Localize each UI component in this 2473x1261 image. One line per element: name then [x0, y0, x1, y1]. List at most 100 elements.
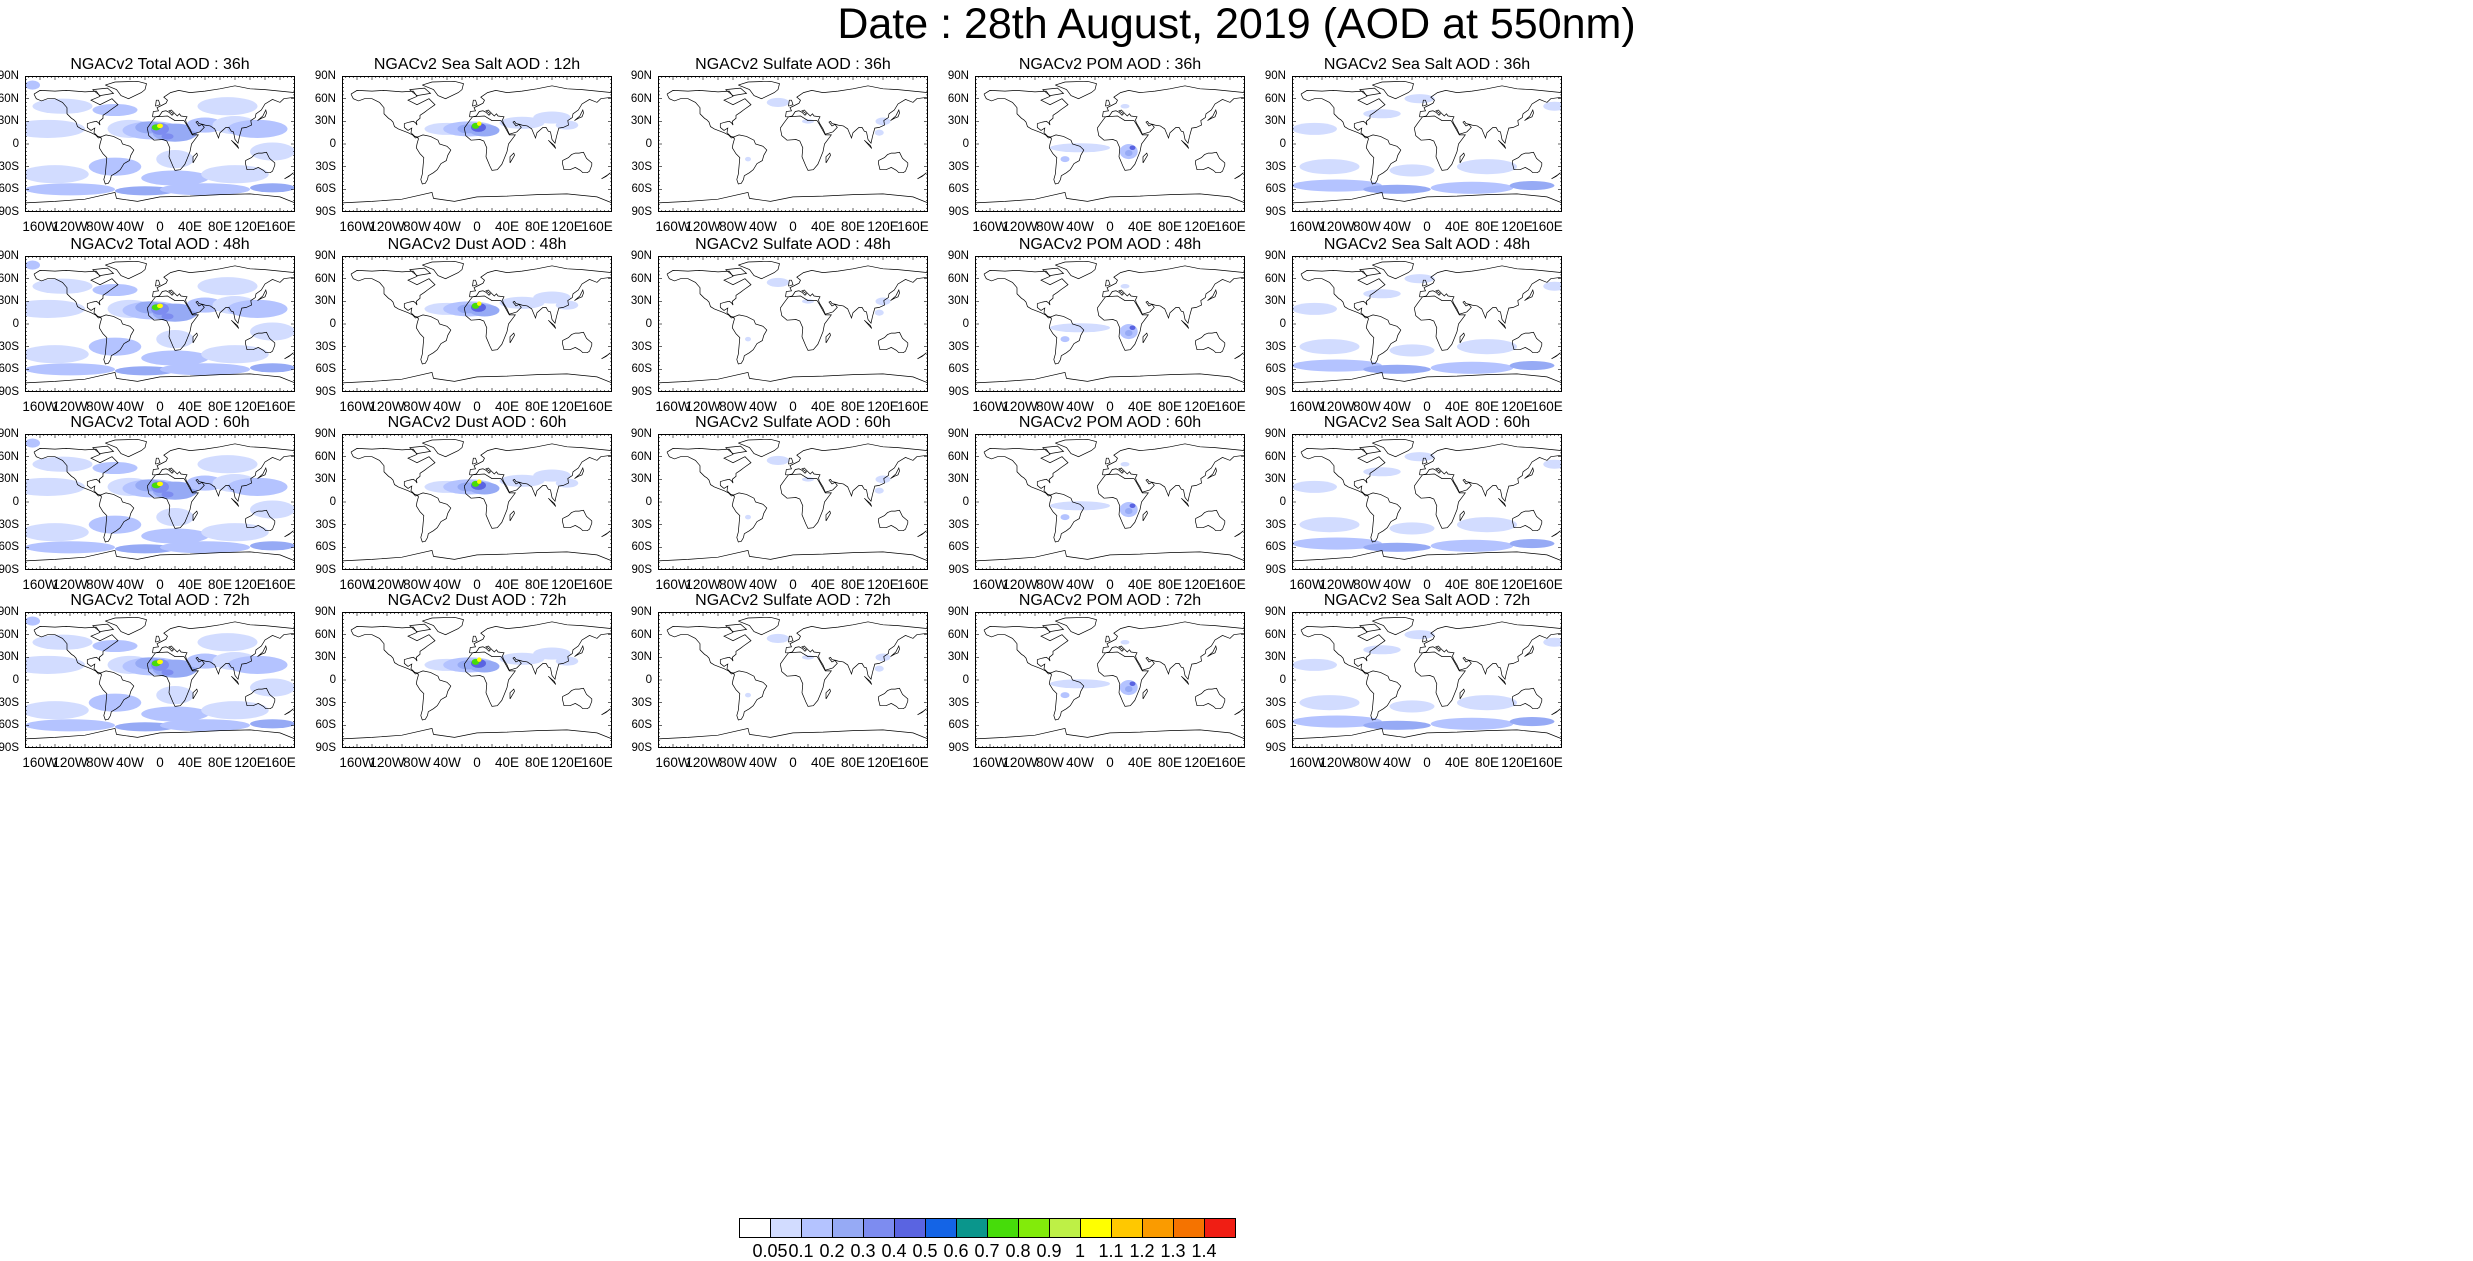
lat-tick-label: 0: [645, 138, 652, 150]
lon-tick-label: 120W: [1002, 399, 1038, 414]
coastline: [105, 438, 147, 458]
map-panel: [658, 434, 928, 570]
coastline: [33, 626, 119, 675]
coastline: [562, 687, 593, 710]
panel-title: NGACv2 Total AOD : 36h: [70, 56, 250, 73]
lon-tick-label: 120W: [685, 399, 721, 414]
lon-tick-label: 120W: [52, 399, 88, 414]
panel-title: NGACv2 Total AOD : 60h: [70, 414, 250, 431]
aod-field: [745, 692, 751, 698]
coastline: [1498, 139, 1507, 149]
lon-tick-label: 0: [789, 577, 797, 592]
lon-tick-label: 160W: [339, 219, 375, 234]
coastline: [472, 635, 478, 643]
coastline: [1096, 473, 1149, 529]
aod-field: [250, 500, 295, 519]
lon-tick-label: 40W: [116, 219, 144, 234]
lat-tick-label: 90S: [1265, 206, 1286, 218]
aod-field: [1060, 514, 1070, 521]
coastline: [146, 115, 199, 171]
coastline: [284, 530, 294, 538]
lon-tick-label: 160W: [22, 219, 58, 234]
aod-field: [766, 633, 790, 643]
lat-tick-label: 60N: [1264, 450, 1286, 463]
lat-tick-label: 60S: [1265, 541, 1286, 554]
lon-tick-label: 160W: [22, 399, 58, 414]
lat-tick-label: 0: [329, 496, 336, 508]
coastline: [422, 80, 464, 100]
coastline: [284, 708, 294, 716]
lat-tick-label: 60N: [947, 450, 969, 463]
lat-tick-label: 30S: [1265, 340, 1286, 353]
lat-tick-label: 0: [12, 318, 19, 330]
lon-tick-label: 80E: [840, 577, 866, 592]
aod-field: [1129, 681, 1136, 687]
coastline: [1422, 99, 1428, 107]
aod-field: [1299, 339, 1360, 355]
aod-field: [88, 515, 142, 534]
lon-tick-label: 40W: [433, 577, 461, 592]
lon-tick-label: 40E: [494, 755, 520, 770]
coastline: [469, 621, 612, 680]
coastline: [1055, 80, 1097, 100]
lat-tick-label: 0: [645, 674, 652, 686]
coastline: [785, 621, 928, 680]
coastline: [1048, 314, 1085, 365]
lon-tick-label: 40W: [749, 577, 777, 592]
lon-tick-label: 120W: [52, 577, 88, 592]
lat-tick-label: 60N: [630, 628, 652, 641]
coastline: [98, 670, 135, 721]
lat-tick-label: 60N: [0, 450, 19, 463]
lat-tick-label: 90S: [315, 386, 336, 398]
lat-tick-label: 90S: [948, 386, 969, 398]
coastline: [779, 473, 832, 529]
lat-tick-label: 30S: [315, 696, 336, 709]
coastline: [155, 99, 161, 107]
lon-tick-label: 80W: [1036, 577, 1064, 592]
lon-tick-label: 0: [156, 399, 164, 414]
aod-field: [875, 117, 891, 126]
aod-field: [1430, 539, 1514, 552]
lat-tick-label: 90N: [314, 250, 336, 262]
aod-field: [250, 678, 295, 697]
lon-tick-label: 40W: [1066, 399, 1094, 414]
lon-tick-label: 120W: [1002, 219, 1038, 234]
map-panel: [342, 76, 612, 212]
coastline: [152, 621, 295, 680]
coastline: [785, 85, 928, 144]
aod-field: [25, 183, 115, 196]
coastline: [152, 265, 295, 324]
coastline: [574, 466, 584, 479]
lat-tick-label: 90N: [1264, 70, 1286, 82]
lon-tick-label: 80W: [719, 219, 747, 234]
coastline: [983, 448, 1069, 497]
coastline: [422, 616, 464, 636]
lon-tick-label: 0: [1106, 399, 1114, 414]
coastline: [1359, 87, 1382, 96]
coastline: [342, 191, 612, 204]
lon-tick-label: 120W: [52, 219, 88, 234]
lat-tick-label: 30S: [1265, 160, 1286, 173]
aod-field: [25, 119, 85, 138]
lon-tick-label: 80W: [719, 399, 747, 414]
lat-tick-label: 90N: [0, 250, 19, 262]
aod-field: [1543, 101, 1562, 111]
lat-tick-label: 30N: [1264, 115, 1286, 128]
lon-tick-label: 80E: [207, 219, 233, 234]
aod-field: [1129, 325, 1136, 331]
lat-tick-label: 60S: [0, 183, 19, 196]
aod-field: [1430, 181, 1514, 194]
coastline: [1142, 510, 1148, 522]
aod-field: [115, 186, 175, 196]
lat-tick-label: 90S: [631, 564, 652, 576]
lon-tick-label: 80W: [86, 755, 114, 770]
coastline: [1195, 331, 1226, 354]
lat-tick-label: 90N: [1264, 250, 1286, 262]
lon-tick-label: 120E: [551, 219, 583, 234]
lon-tick-label: 0: [473, 755, 481, 770]
coastline: [1142, 688, 1148, 700]
lat-tick-label: 60N: [314, 628, 336, 641]
lon-tick-label: 120E: [1184, 577, 1216, 592]
coastline: [231, 139, 240, 149]
aod-field: [1363, 109, 1401, 119]
